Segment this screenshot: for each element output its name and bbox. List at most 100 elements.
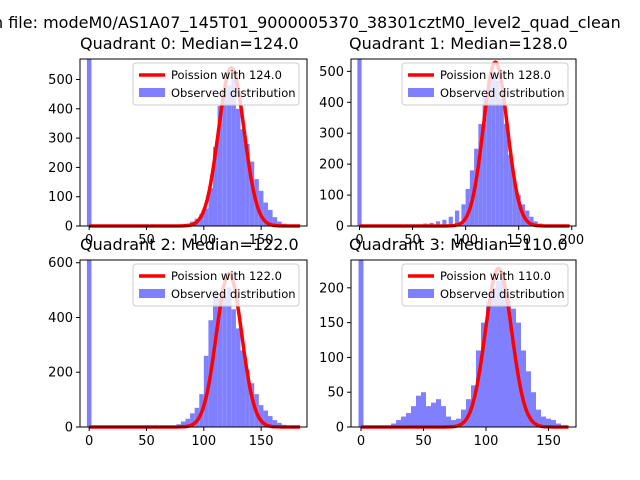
histogram-bar	[245, 143, 250, 226]
histogram-bar	[491, 71, 496, 227]
histogram-bar	[396, 420, 401, 427]
histogram-bar	[516, 195, 521, 226]
histogram-bar	[185, 418, 191, 427]
histogram-bar	[277, 422, 282, 427]
legend-entry-observed: Observed distribution	[171, 86, 296, 100]
x-tick-label: 150	[536, 434, 561, 449]
x-tick-label: 50	[138, 233, 155, 248]
legend-box	[132, 62, 300, 106]
x-tick-label: 100	[191, 233, 216, 248]
x-tick-label: 0	[85, 233, 93, 248]
histogram-bar	[263, 202, 269, 226]
y-tick-label: 600	[48, 256, 73, 271]
legend-entry-fit: Poission with 122.0	[171, 269, 282, 283]
histogram-bar	[411, 406, 416, 427]
panel-quadrant-2: 0 50 100 150 0 200 400 600 Poission with 122.0 Ob…	[48, 235, 308, 449]
histogram-bar	[203, 208, 209, 226]
histogram-bar	[496, 280, 501, 427]
x-tick-label: 100	[191, 434, 216, 449]
histogram-bar	[546, 418, 551, 427]
histogram-bar	[86, 260, 92, 427]
histogram-bar	[358, 260, 364, 427]
histogram-bar	[190, 413, 195, 427]
legend-bar-swatch	[408, 88, 434, 97]
histogram-bar	[486, 80, 492, 226]
panel-title: Quadrant 3: Median=110.0	[349, 235, 568, 254]
histogram-bar	[525, 210, 530, 226]
histogram-bar	[512, 179, 517, 226]
y-tick-label: 50	[327, 386, 344, 401]
panel-title: Quadrant 0: Median=124.0	[80, 34, 299, 53]
histogram-bar	[426, 406, 431, 427]
histogram-bar	[194, 407, 200, 427]
legend-bar-swatch	[139, 289, 165, 298]
y-tick-label: 200	[48, 161, 73, 176]
histogram-bar	[231, 309, 236, 427]
legend-entry-observed: Observed distribution	[440, 86, 565, 100]
x-tick-label: 50	[138, 434, 155, 449]
x-tick-label: 0	[85, 434, 93, 449]
histogram-bar	[235, 328, 241, 427]
panel-quadrant-1: 0 50 100 150 200 0 100 200 300 400 500 Poission wit…	[319, 34, 584, 248]
histogram-bar	[442, 219, 447, 226]
histogram-bar	[508, 154, 513, 226]
axes-frame	[350, 259, 577, 428]
x-tick-label: 50	[415, 434, 432, 449]
histogram-bar	[240, 129, 246, 226]
histogram-bar	[268, 416, 273, 427]
histogram-bar	[401, 416, 406, 427]
panel-quadrant-0: 0 50 100 150 0 100 200 300 400 500 Poission with 1…	[48, 34, 308, 248]
histogram-bar	[461, 409, 466, 427]
histogram-bar	[222, 295, 227, 427]
x-tick-label: 50	[404, 233, 421, 248]
y-tick-label: 200	[319, 158, 344, 173]
panel-title: Quadrant 2: Median=122.0	[80, 235, 299, 254]
x-tick-label: 150	[249, 233, 274, 248]
panel-title: Quadrant 1: Median=128.0	[349, 34, 568, 53]
histogram-bar	[491, 287, 496, 427]
histogram-bar	[448, 216, 453, 226]
y-tick-label: 400	[48, 102, 73, 117]
y-tick-label: 100	[319, 189, 344, 204]
y-tick-label: 300	[319, 127, 344, 142]
y-tick-label: 500	[48, 73, 73, 88]
axes-frame	[79, 58, 308, 227]
histogram-bar	[231, 79, 236, 226]
histogram-bar	[406, 413, 411, 427]
legend-box	[401, 263, 569, 307]
histogram-bar	[416, 395, 421, 427]
histogram-bar	[86, 59, 92, 226]
histogram-bar	[461, 204, 466, 226]
y-tick-label: 200	[319, 281, 344, 296]
histogram-bar	[208, 187, 213, 226]
legend-box	[132, 263, 300, 307]
histogram-bar	[486, 301, 491, 427]
histogram-bar	[272, 217, 278, 226]
histogram-bar	[199, 214, 204, 226]
histogram-bar	[263, 410, 269, 427]
histogram-bar	[431, 402, 436, 427]
histogram-bar	[529, 216, 534, 226]
y-tick-label: 500	[319, 65, 344, 80]
histogram-bar	[551, 420, 556, 427]
histogram-bar	[212, 290, 218, 427]
histogram-bar	[268, 209, 273, 226]
histogram-bar	[245, 369, 250, 427]
histogram-bar	[503, 123, 509, 226]
histogram-bar	[217, 298, 223, 427]
histogram-bar	[421, 392, 426, 427]
histogram-bar	[526, 371, 531, 427]
x-tick-label: 150	[249, 434, 274, 449]
y-tick-label: 100	[48, 190, 73, 205]
histogram-bar	[226, 287, 232, 427]
x-tick-label: 0	[357, 434, 365, 449]
y-tick-label: 150	[319, 316, 344, 331]
histogram-bar	[226, 85, 232, 226]
y-tick-label: 0	[65, 421, 73, 436]
histogram-bar	[217, 105, 223, 226]
legend-box	[401, 62, 569, 106]
histogram-bar	[446, 416, 451, 427]
histogram-bar	[451, 420, 456, 427]
legend-bar-swatch	[408, 289, 434, 298]
suptitle: n file: modeM0/AS1A07_145T01_9000005370_…	[0, 13, 621, 33]
